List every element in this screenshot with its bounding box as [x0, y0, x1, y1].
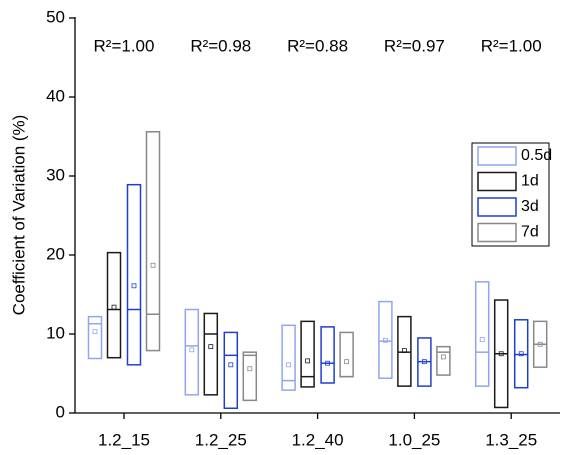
- legend-label: 3d: [521, 198, 539, 215]
- y-tick-label: 20: [46, 244, 65, 263]
- annotation: R²=1.00: [481, 36, 542, 55]
- mean-marker: [344, 359, 350, 365]
- mean-marker: [382, 337, 388, 343]
- legend-label: 1d: [521, 173, 539, 190]
- mean-marker: [247, 366, 253, 372]
- legend-swatch: [477, 171, 517, 192]
- mean-marker: [111, 304, 117, 310]
- box: [397, 315, 412, 387]
- y-tick-label: 0: [56, 402, 65, 421]
- mean-marker: [325, 360, 331, 366]
- x-tick-label: 1.0_25: [388, 430, 440, 449]
- box: [87, 315, 103, 360]
- y-tick-label: 50: [46, 7, 65, 26]
- y-axis-label: Coefficient of Variation (%): [9, 115, 28, 316]
- mean-marker: [440, 354, 446, 360]
- legend-label: 7d: [521, 224, 539, 241]
- mean-marker: [92, 329, 98, 335]
- mean-marker: [498, 351, 504, 357]
- box: [320, 326, 335, 384]
- annotation: R²=0.88: [287, 36, 348, 55]
- box: [184, 308, 200, 396]
- legend-frame: [471, 142, 550, 247]
- mean-marker: [518, 351, 524, 357]
- legend-swatch: [477, 197, 517, 217]
- box: [242, 351, 258, 402]
- box: [474, 281, 490, 387]
- box: [339, 331, 354, 378]
- mean-marker: [131, 283, 137, 289]
- mean-marker: [150, 262, 156, 268]
- legend-label: 0.5d: [521, 147, 552, 164]
- legend-swatch: [477, 222, 517, 243]
- box: [436, 345, 451, 376]
- mean-marker: [305, 358, 311, 364]
- box: [378, 300, 393, 379]
- box: [126, 183, 142, 366]
- x-tick-label: 1.2_15: [98, 430, 150, 449]
- box: [223, 331, 239, 410]
- box: [513, 319, 529, 389]
- mean-marker: [228, 362, 234, 368]
- box: [203, 312, 219, 396]
- x-tick-label: 1.2_25: [195, 430, 247, 449]
- annotation: R²=0.97: [384, 36, 445, 55]
- y-tick-label: 30: [46, 165, 65, 184]
- mean-marker: [189, 347, 195, 353]
- y-tick-label: 10: [46, 323, 65, 342]
- mean-marker: [401, 348, 407, 353]
- box: [145, 131, 161, 352]
- mean-marker: [421, 359, 427, 365]
- mean-marker: [479, 337, 485, 342]
- box: [106, 251, 122, 359]
- mean-marker: [286, 362, 292, 368]
- box: [300, 320, 315, 388]
- mean-marker: [537, 341, 543, 347]
- x-tick-label: 1.2_40: [292, 430, 344, 449]
- legend-swatch: [477, 146, 517, 166]
- mean-marker: [208, 344, 214, 350]
- x-tick-label: 1.3_25: [485, 430, 537, 449]
- box: [281, 324, 296, 391]
- annotation: R²=0.98: [190, 36, 251, 55]
- y-tick-label: 40: [46, 86, 65, 105]
- annotation: R²=1.00: [94, 36, 155, 55]
